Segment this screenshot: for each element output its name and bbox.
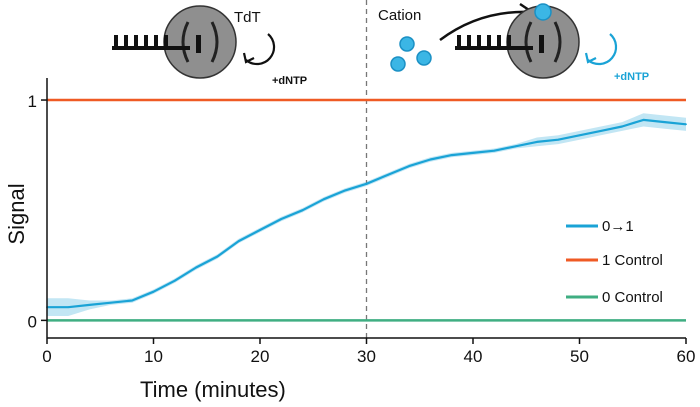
cycle-arrowhead-left-icon — [242, 52, 255, 64]
x-tick-label: 20 — [251, 347, 270, 366]
data-point — [67, 306, 70, 309]
bound-cation-icon — [534, 3, 552, 21]
data-point — [131, 299, 134, 302]
data-point — [280, 218, 283, 220]
legend-label: 0 Control — [602, 289, 663, 306]
dna-strand-right-icon — [455, 35, 544, 53]
y-tick-label: 0 — [28, 312, 37, 331]
data-point — [323, 198, 325, 201]
x-axis-title: Time (minutes) — [140, 377, 286, 402]
x-tick-label: 0 — [42, 347, 51, 366]
pore-arc-left-a — [181, 21, 190, 63]
data-point — [557, 138, 560, 141]
data-point — [152, 290, 155, 293]
data-point — [621, 125, 623, 128]
data-point — [195, 266, 198, 269]
legend-label: 0→1 — [602, 218, 634, 235]
data-point — [450, 154, 453, 157]
cycle-arrow-right-icon — [587, 33, 618, 66]
legend: 0→1 1 Control 0 Control — [566, 218, 663, 306]
data-point — [663, 121, 666, 123]
data-point — [173, 279, 176, 282]
right-illustration: Cation +dNTP — [378, 2, 649, 83]
data-point — [493, 149, 496, 152]
cation-label: Cation — [378, 7, 421, 24]
data-point — [365, 182, 368, 185]
reagent-label-right: +dNTP — [614, 71, 649, 83]
data-point — [301, 209, 304, 212]
data-point — [599, 129, 602, 132]
x-tick-label: 10 — [144, 347, 163, 366]
series-band — [47, 113, 686, 316]
legend-label: 1 Control — [602, 252, 663, 269]
x-tick-label: 50 — [570, 347, 589, 366]
x-tick-label: 30 — [357, 347, 376, 366]
data-point — [216, 255, 219, 258]
cation-dot-icon — [416, 50, 432, 66]
data-point — [514, 145, 517, 148]
data-point — [408, 165, 410, 168]
left-illustration: TdT +dNTP — [112, 5, 307, 87]
cycle-arrowhead-right-icon — [584, 52, 597, 64]
data-point — [642, 118, 645, 121]
y-axis-title: Signal — [4, 183, 29, 244]
data-point — [237, 240, 240, 242]
data-point — [386, 174, 389, 176]
pore-arc-right-b — [553, 21, 562, 63]
cation-dot-icon — [390, 56, 406, 72]
data-point — [429, 158, 432, 161]
data-point — [685, 123, 687, 126]
dna-strand-left-icon — [112, 35, 201, 53]
data-point — [110, 301, 112, 304]
confidence-band-layer — [47, 113, 686, 316]
y-tick-label: 1 — [28, 92, 37, 111]
data-point — [344, 189, 347, 192]
cycle-arrow-left-icon — [245, 33, 276, 66]
enzyme-label: TdT — [234, 9, 261, 26]
reagent-label-left: +dNTP — [272, 75, 307, 87]
series-layer — [46, 98, 687, 322]
pore-arc-right-a — [524, 21, 533, 63]
data-point — [578, 134, 581, 137]
data-point — [259, 229, 261, 231]
x-tick-label: 40 — [464, 347, 483, 366]
data-point — [88, 304, 91, 306]
axes-layer: 0 10 20 30 40 50 60 0 1 — [28, 78, 696, 366]
cation-dot-icon — [399, 36, 415, 52]
x-tick-label: 60 — [677, 347, 696, 366]
cation-arrow-icon — [439, 10, 531, 42]
data-point — [536, 140, 538, 143]
data-point — [472, 152, 474, 154]
pore-arc-left-b — [210, 21, 219, 63]
